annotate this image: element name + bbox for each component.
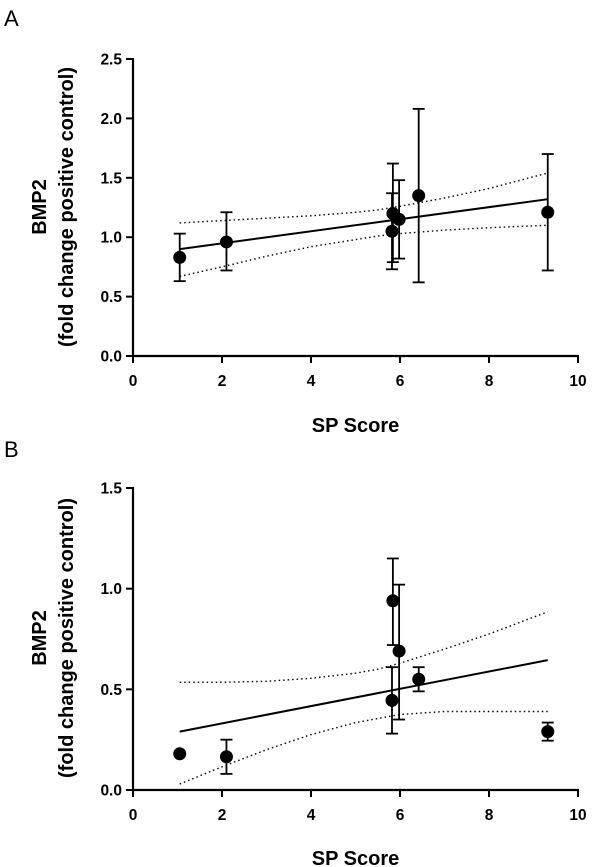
y-tick-label: 1.0 bbox=[100, 230, 122, 247]
y-axis-title-line2: (fold change positive control) bbox=[56, 67, 78, 347]
x-tick-label: 2 bbox=[218, 807, 227, 824]
data-point bbox=[541, 205, 555, 219]
regression-line bbox=[179, 198, 548, 251]
x-tick-label: 4 bbox=[307, 373, 316, 390]
data-point bbox=[173, 747, 187, 761]
y-axis-title-line1: BMP2 bbox=[29, 610, 51, 666]
data-point bbox=[219, 235, 233, 249]
y-tick-label: 1.5 bbox=[100, 170, 122, 187]
y-tick-label: 0.5 bbox=[100, 289, 122, 306]
x-tick-label: 6 bbox=[396, 807, 405, 824]
y-tick-label: 0.5 bbox=[100, 682, 122, 699]
confidence-band-lower bbox=[179, 710, 548, 785]
y-tick-label: 2.0 bbox=[100, 111, 122, 128]
y-axis-title-line1: BMP2 bbox=[29, 179, 51, 235]
data-point bbox=[541, 725, 555, 739]
chart-panel-a: A 0 2 4 6 8 10 0.0 0.5 1.0 1.5 2.0 2.5 SP Score BMP2 (f… bbox=[4, 6, 587, 437]
data-point bbox=[412, 189, 426, 203]
confidence-band-upper bbox=[179, 172, 548, 224]
y-tick-label: 2.5 bbox=[100, 52, 122, 69]
x-tick-label: 6 bbox=[396, 373, 405, 390]
data-point bbox=[412, 672, 426, 686]
y-tick-label: 1.0 bbox=[100, 581, 122, 598]
data-point bbox=[392, 212, 406, 226]
x-axis-title: SP Score bbox=[312, 415, 399, 437]
x-tick-label: 8 bbox=[485, 373, 494, 390]
chart-panel-b: B 0 2 4 6 8 10 0.0 0.5 1.0 1.5 SP Score BMP2 (fold ch… bbox=[4, 437, 587, 867]
x-tick-label: 4 bbox=[307, 807, 316, 824]
y-tick-label: 0.0 bbox=[100, 349, 122, 366]
data-point bbox=[392, 644, 406, 658]
x-tick-label: 0 bbox=[129, 807, 138, 824]
confidence-band-lower bbox=[179, 224, 548, 278]
panel-label: A bbox=[4, 6, 19, 31]
data-point bbox=[173, 250, 187, 264]
data-point bbox=[219, 750, 233, 764]
x-tick-label: 0 bbox=[129, 373, 138, 390]
x-tick-label: 2 bbox=[218, 373, 227, 390]
panel-label: B bbox=[4, 437, 19, 462]
y-axis-title-line2: (fold change positive control) bbox=[56, 498, 78, 778]
y-tick-label: 1.5 bbox=[100, 481, 122, 498]
data-point bbox=[385, 693, 399, 707]
y-tick-label: 0.0 bbox=[100, 783, 122, 800]
data-point bbox=[386, 594, 400, 608]
x-axis-title: SP Score bbox=[312, 848, 399, 867]
x-tick-label: 10 bbox=[569, 373, 586, 390]
x-tick-label: 8 bbox=[485, 807, 494, 824]
regression-line bbox=[179, 659, 548, 733]
x-tick-label: 10 bbox=[569, 807, 586, 824]
